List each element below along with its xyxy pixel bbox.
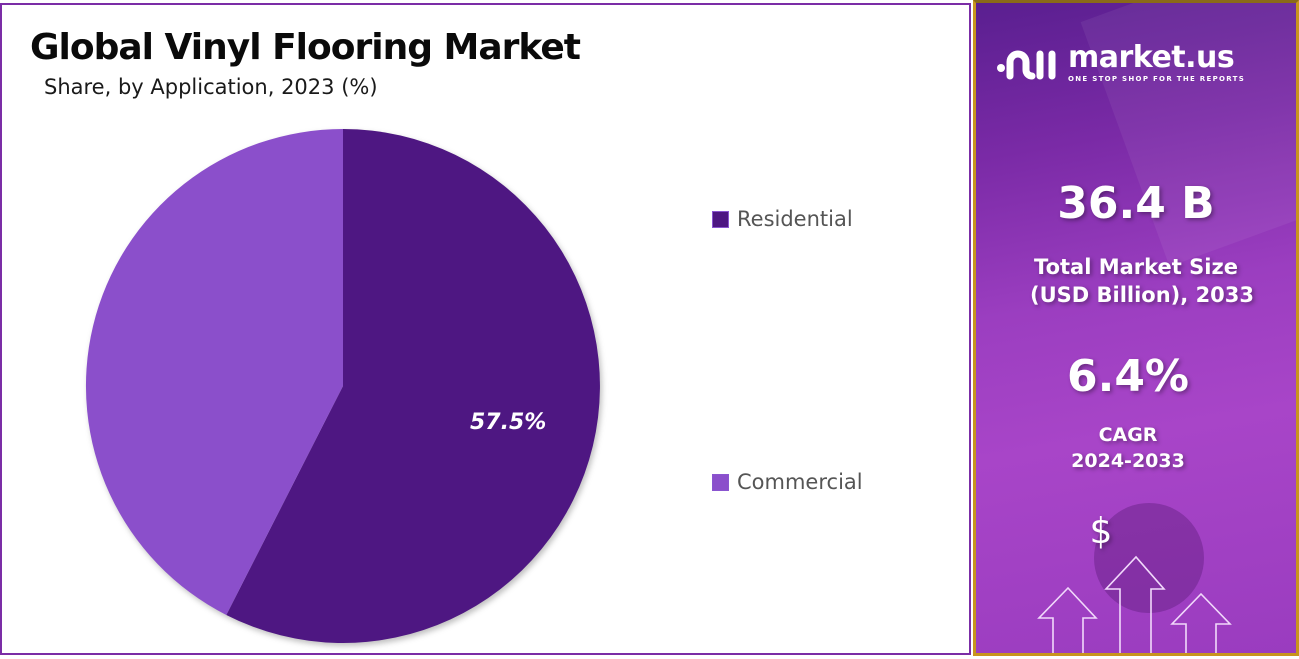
chart-panel: Global Vinyl Flooring Market Share, by A… <box>0 3 971 655</box>
chart-subtitle: Share, by Application, 2023 (%) <box>44 75 378 99</box>
legend-swatch-residential <box>712 210 729 228</box>
slice-label-residential: 57.5% <box>470 410 547 435</box>
market-size-value: 36.4 B <box>1057 178 1215 229</box>
pie-slice-commercial <box>85 128 343 615</box>
market-us-logo-icon <box>997 50 1056 80</box>
growth-arrows-icon <box>1037 555 1232 653</box>
legend-label: Residential <box>737 207 853 231</box>
legend-swatch-commercial <box>712 473 729 491</box>
brand-tagline: ONE STOP SHOP FOR THE REPORTS <box>1068 75 1246 83</box>
dollar-icon: $ <box>1089 511 1113 552</box>
legend-label: Commercial <box>737 470 863 494</box>
legend-item-residential: Residential <box>712 207 853 231</box>
legend-item-commercial: Commercial <box>712 470 863 494</box>
stats-sidebar: market.us ONE STOP SHOP FOR THE REPORTS … <box>973 0 1299 656</box>
brand-logo: market.us ONE STOP SHOP FOR THE REPORTS <box>996 43 1245 83</box>
chart-title: Global Vinyl Flooring Market <box>30 27 581 68</box>
cagr-value: 6.4% <box>1066 351 1190 402</box>
pie-slice-residential <box>226 129 600 643</box>
pie-chart <box>82 128 604 648</box>
cagr-label: CAGR <box>1098 424 1158 446</box>
cagr-period: 2024-2033 <box>1071 450 1185 472</box>
market-size-label-line1: Total Market Size <box>1034 255 1238 279</box>
market-size-label-line2: (USD Billion), 2033 <box>1029 283 1255 307</box>
brand-name: market.us <box>1068 40 1235 75</box>
